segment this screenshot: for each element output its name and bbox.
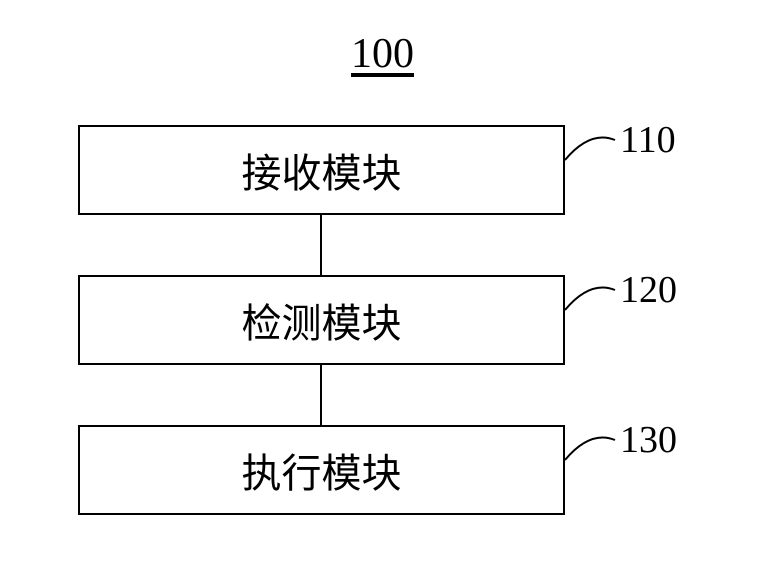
ref-label-110: 110	[620, 118, 676, 162]
leader-3	[565, 438, 615, 461]
ref-text: 130	[620, 419, 677, 461]
ref-label-120: 120	[620, 268, 677, 312]
ref-text: 120	[620, 269, 677, 311]
ref-text: 110	[620, 119, 676, 161]
leader-2	[565, 288, 615, 311]
ref-label-130: 130	[620, 418, 677, 462]
leader-1	[565, 138, 615, 161]
